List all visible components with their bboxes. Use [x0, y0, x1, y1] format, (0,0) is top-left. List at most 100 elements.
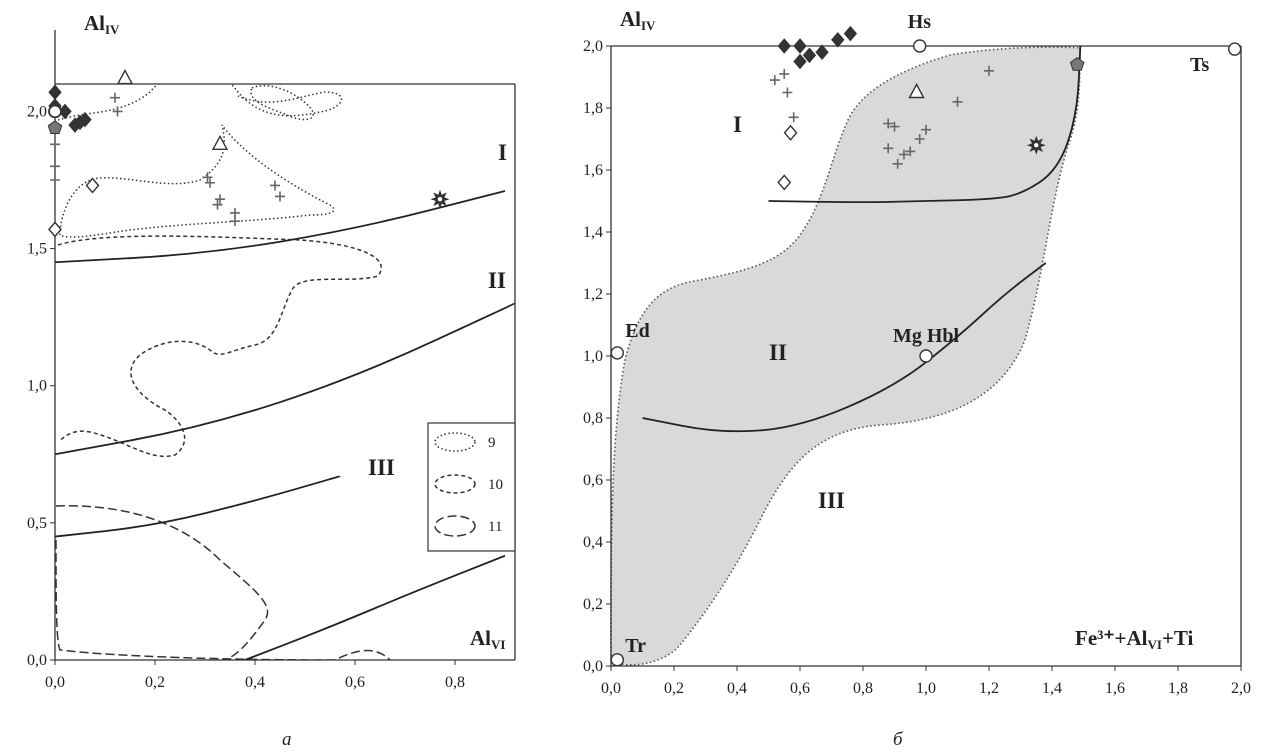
- end-member-hs-label: Hs: [908, 11, 932, 33]
- panel-a-point-plus: [50, 161, 60, 172]
- panel-b-x-tick-label: 1,8: [1168, 680, 1188, 697]
- panel-a-y-tick-label: 1,5: [27, 241, 47, 258]
- field-9-outline-lower: [59, 124, 335, 238]
- panel-b-x-tick-label: 0,4: [727, 680, 747, 697]
- panel-a-zone-I-label: I: [498, 140, 507, 165]
- panel-a-fields: [55, 84, 391, 660]
- legend-symbol-9: [434, 432, 476, 452]
- panel-a-point-plus: [202, 172, 213, 183]
- panel-a-chart: 0,0 0,2 0,4 0,6 0,8 0,0 0,5 1,0 1,5 2,0 AlIV AlVI…: [27, 11, 516, 750]
- panel-b-zone-II-label: II: [769, 340, 787, 365]
- panel-b-point-plus: [782, 87, 793, 98]
- panel-a-y-tick-label: 1,0: [27, 378, 47, 395]
- panel-b-shaded-field: [610, 46, 1081, 666]
- panel-b-point-filled-diamond: [815, 44, 829, 60]
- panel-b-point-plus: [892, 158, 903, 169]
- panel-a-y-tick-label: 0,5: [27, 515, 47, 532]
- panel-b-y-tick-label: 0,2: [583, 596, 603, 613]
- panel-b-y-tick-label: 1,8: [583, 100, 603, 117]
- legend-label-9: 9: [488, 435, 496, 451]
- panel-b-x-tick-label: 0,0: [601, 680, 621, 697]
- panel-b-point-filled-diamond: [831, 32, 845, 48]
- panel-a-point-plus: [215, 194, 225, 205]
- end-member-ed-label: Ed: [625, 320, 649, 342]
- panel-a-point-plus: [50, 175, 60, 185]
- panel-a-boundary-line-4: [244, 554, 506, 660]
- panel-b-x-tick-label: 0,6: [790, 680, 810, 697]
- panel-a-point-filled-diamond: [78, 111, 92, 128]
- panel-b-point-plus: [905, 146, 916, 157]
- panel-b-x-tick-label: 0,8: [853, 680, 873, 697]
- panel-b-point-star-center: [1034, 143, 1039, 148]
- panel-a-point-plus: [230, 216, 240, 227]
- panel-a-y-tick-label: 2,0: [27, 103, 47, 120]
- panel-a-x-tick-label: 0,6: [345, 674, 365, 691]
- panel-b-caption: б: [893, 729, 904, 750]
- field-10-outline: [57, 235, 382, 458]
- panel-b-point-filled-diamond: [793, 38, 807, 54]
- panel-b-y-tick-label: 1,2: [583, 286, 603, 303]
- panel-b-point-filled-diamond: [777, 38, 791, 54]
- panel-a-x-tick-label: 0,0: [45, 674, 65, 691]
- panel-a-point-plus: [50, 139, 60, 150]
- panel-a-point-plus: [112, 106, 123, 117]
- panel-a-point-plus: [205, 177, 215, 188]
- panel-a-point-open-diamond: [85, 177, 100, 194]
- panel-a-x-tick-label: 0,8: [445, 674, 465, 691]
- panel-a-point-open-triangle: [211, 134, 229, 151]
- panel-b-point-plus: [898, 149, 909, 160]
- panel-b-zone-III-label: III: [818, 488, 845, 513]
- panel-b-y-axis-label: AlIV: [620, 7, 656, 33]
- panel-b-point-plus: [889, 121, 900, 132]
- panel-a-zone-III-label: III: [368, 455, 395, 480]
- legend-box: [427, 422, 516, 552]
- panel-a-point-star-center: [437, 197, 443, 202]
- panel-b-boundary-line-2: [768, 46, 1082, 204]
- panel-a-x-tick-label: 0,2: [145, 674, 165, 691]
- panel-a-point-open-diamond: [48, 221, 62, 238]
- panel-b-point-plus: [883, 143, 894, 154]
- panel-b-point-plus: [984, 65, 994, 76]
- legend-symbol-10: [434, 474, 476, 494]
- end-member-tr-marker: [610, 653, 624, 667]
- end-member-ed-marker: [610, 346, 624, 360]
- panel-a-boundary-line-2: [55, 302, 516, 456]
- panel-b-point-plus: [952, 96, 963, 107]
- panel-b-y-tick-label: 0,4: [583, 534, 603, 551]
- panel-b-x-tick-label: 1,0: [916, 680, 936, 697]
- panel-a-point-filled-pentagon: [47, 120, 63, 134]
- panel-a-point-plus: [212, 199, 223, 210]
- panel-a-caption: а: [282, 729, 292, 750]
- end-member-ts-marker: [1227, 42, 1242, 56]
- panel-b-point-plus: [883, 118, 894, 129]
- field-11-outline: [55, 505, 391, 660]
- panel-b-x-tick-label: 1,4: [1042, 680, 1062, 697]
- panel-b-point-open-diamond: [783, 124, 798, 141]
- panel-b-y-tick-label: 0,0: [583, 658, 603, 675]
- panel-b-y-tick-label: 1,0: [583, 348, 603, 365]
- panel-a-y-tick-label: 0,0: [27, 652, 47, 669]
- panel-b-point-plus: [914, 134, 925, 144]
- panel-b-x-tick-label: 1,6: [1105, 680, 1125, 697]
- panel-a-point-plus: [275, 191, 285, 202]
- panel-b-point-filled-diamond: [793, 53, 807, 70]
- panel-b-x-tick-label: 1,2: [979, 680, 999, 697]
- panel-b-y-tick-label: 0,8: [583, 410, 603, 427]
- panel-a-point-plus: [110, 92, 120, 103]
- panel-b-x-axis-label: Fe³⁺+AlVI+Ti: [1075, 626, 1194, 652]
- panel-b-point-filled-diamond: [843, 25, 858, 42]
- panel-a-legend: 9 10 11: [427, 422, 516, 552]
- end-member-ts-label: Ts: [1190, 54, 1210, 76]
- panel-b-point-plus: [779, 68, 790, 79]
- panel-b-zone-I-label: I: [733, 112, 742, 137]
- end-member-mg-hbl-label: Mg Hbl: [893, 325, 960, 347]
- end-member-hs-marker: [913, 39, 927, 53]
- legend-label-10: 10: [488, 477, 503, 493]
- panel-a-point-open-triangle: [116, 69, 134, 85]
- panel-b-y-tick-label: 0,6: [583, 472, 603, 489]
- end-member-tr-label: Tr: [625, 635, 646, 657]
- panel-b-y-tick-label: 2,0: [583, 38, 603, 55]
- legend-symbol-11: [434, 515, 476, 537]
- panel-a-boundary-line-3: [55, 475, 341, 538]
- panel-b-y-tick-label: 1,6: [583, 162, 603, 179]
